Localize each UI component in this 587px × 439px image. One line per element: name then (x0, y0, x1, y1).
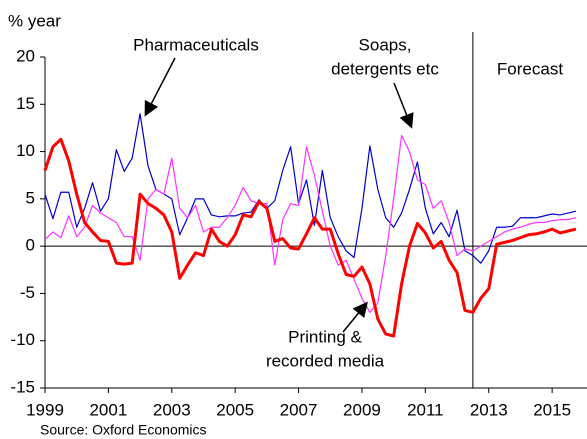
annotation-arrow (342, 301, 368, 333)
annotation: detergents etc (331, 59, 439, 78)
y-tick-label: -15 (10, 377, 35, 396)
x-tick-label: 2011 (407, 400, 444, 419)
x-tick-label: 2015 (533, 400, 571, 419)
annotation-arrow (393, 82, 414, 129)
y-tick-label: 5 (26, 188, 35, 207)
annotation: Printing & (288, 327, 362, 346)
annotation: Forecast (497, 59, 563, 78)
y-tick-label: -10 (10, 330, 35, 349)
annotation-arrow (144, 57, 176, 117)
annotation: Pharmaceuticals (133, 35, 259, 54)
annotation: recorded media (266, 351, 385, 370)
y-tick-label: 15 (16, 94, 35, 113)
x-tick-label: 2003 (153, 400, 191, 419)
x-tick-label: 1999 (26, 400, 64, 419)
source: Source: Oxford Economics (40, 422, 207, 438)
x-tick-label: 2007 (280, 400, 318, 419)
series-line (44, 113, 577, 264)
x-tick-label: 2005 (216, 400, 254, 419)
series-line (43, 137, 577, 338)
y-axis-label: % year (8, 11, 61, 30)
annotation: Soaps, (359, 35, 412, 54)
x-tick-label: 2013 (470, 400, 508, 419)
y-tick-label: 20 (16, 46, 35, 65)
x-tick-label: 2001 (89, 400, 127, 419)
y-tick-label: 10 (16, 141, 35, 160)
y-tick-label: -5 (20, 283, 35, 302)
x-tick-label: 2009 (343, 400, 381, 419)
y-tick-label: 0 (26, 236, 35, 255)
